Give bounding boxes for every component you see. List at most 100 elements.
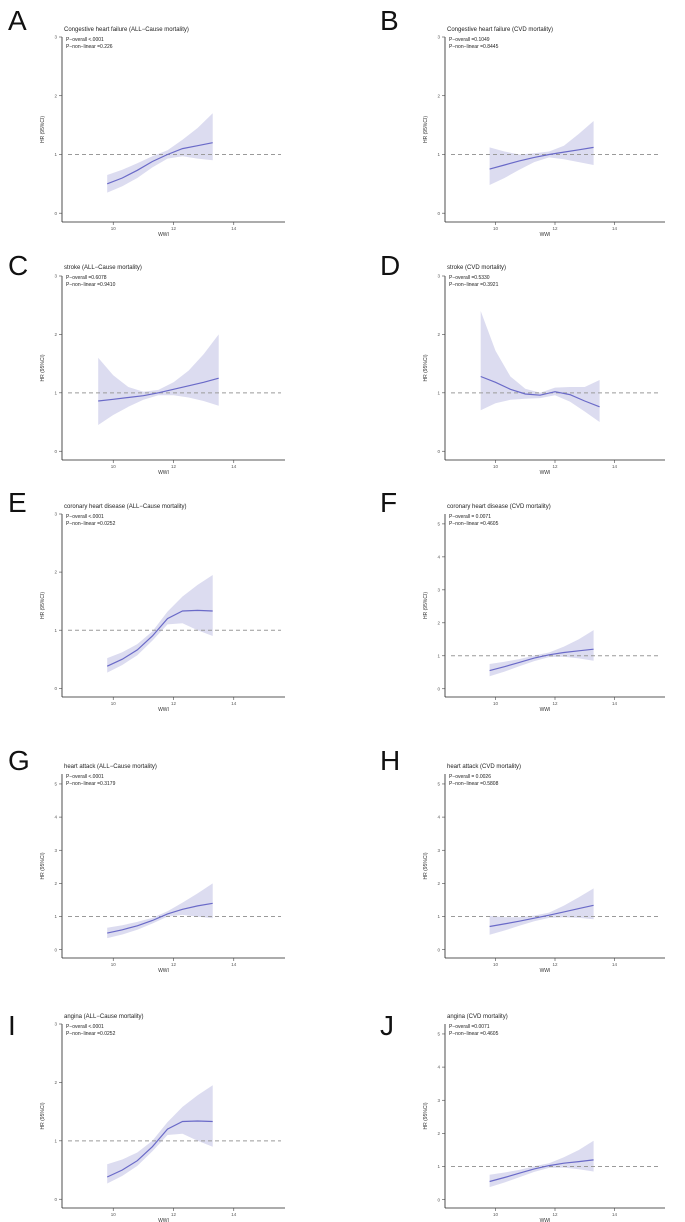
x-tick-label: 12: [171, 464, 177, 469]
x-tick-label: 12: [171, 962, 177, 967]
x-axis-label: WWI: [540, 232, 551, 238]
y-tick-label: 3: [54, 512, 57, 517]
x-axis-label: WWI: [540, 707, 551, 713]
y-tick-label: 2: [437, 620, 440, 625]
ci-band: [107, 1085, 213, 1184]
p-overall: P−overall =0.1049: [449, 37, 490, 43]
panel-title: Congestive heart failure (ALL−Cause mort…: [64, 27, 189, 33]
p-nonlinear: P−non−linear =0.0252: [66, 521, 116, 527]
x-tick-label: 14: [612, 701, 618, 706]
x-axis-label: WWI: [158, 232, 169, 238]
hr-curve: [489, 648, 594, 672]
y-tick-label: 1: [437, 152, 440, 157]
x-tick-label: 14: [231, 464, 237, 469]
panel-b: B Congestive heart failure (CVD mortality…: [380, 5, 665, 238]
panel-letter: J: [380, 1010, 394, 1041]
x-tick-label: 10: [111, 226, 117, 231]
y-tick-label: 0: [437, 449, 440, 454]
x-tick-label: 14: [231, 1212, 237, 1217]
p-overall: P−overall =0.0071: [449, 1024, 490, 1030]
ci-band: [489, 1140, 594, 1188]
y-tick-label: 0: [54, 1197, 57, 1202]
x-tick-label: 12: [552, 226, 558, 231]
y-axis-label: HR (95%CI): [423, 354, 429, 381]
hr-curve: [489, 904, 594, 928]
y-tick-label: 0: [437, 947, 440, 952]
p-nonlinear: P−non−linear =0.3179: [66, 781, 116, 787]
y-tick-label: 1: [437, 914, 440, 919]
p-overall: P−overall <.0001: [66, 514, 104, 520]
ci-band: [107, 575, 213, 673]
p-nonlinear: P−non−linear =0.4605: [449, 521, 499, 527]
y-tick-label: 0: [54, 211, 57, 216]
x-tick-label: 12: [171, 701, 177, 706]
y-tick-label: 4: [437, 554, 440, 559]
p-overall: P−overall <.0001: [66, 37, 104, 43]
y-tick-label: 0: [437, 211, 440, 216]
x-tick-label: 12: [171, 1212, 177, 1217]
y-axis-label: HR (95%CI): [40, 1102, 46, 1129]
panel-title: stroke (CVD mortality): [447, 265, 506, 271]
y-tick-label: 2: [54, 1080, 57, 1085]
panel-title: heart attack (CVD mortality): [447, 764, 521, 770]
panel-letter: F: [380, 487, 397, 518]
panel-title: coronary heart disease (ALL−Cause mortal…: [64, 504, 187, 510]
x-tick-label: 12: [171, 226, 177, 231]
y-tick-label: 1: [54, 1138, 57, 1143]
y-tick-label: 0: [54, 686, 57, 691]
y-tick-label: 2: [54, 93, 57, 98]
x-tick-label: 14: [612, 464, 618, 469]
y-tick-label: 3: [54, 35, 57, 40]
ci-band: [98, 334, 219, 425]
ci-band: [489, 630, 594, 677]
hr-curve: [98, 377, 219, 402]
x-axis-label: WWI: [540, 470, 551, 476]
y-axis-label: HR (95%CI): [40, 852, 46, 879]
y-tick-label: 0: [437, 686, 440, 691]
hr-curve: [480, 375, 600, 408]
x-tick-label: 10: [111, 701, 117, 706]
x-axis-label: WWI: [158, 707, 169, 713]
y-tick-label: 5: [437, 782, 440, 787]
p-overall: P−overall <.0001: [66, 774, 104, 780]
hr-curve: [106, 142, 213, 185]
panel-title: Congestive heart failure (CVD mortality): [447, 27, 553, 33]
p-nonlinear: P−non−linear =0.9410: [66, 282, 116, 288]
panel-title: angina (CVD mortality): [447, 1014, 508, 1020]
panel-title: angina (ALL−Cause mortality): [64, 1014, 144, 1020]
y-tick-label: 2: [54, 332, 57, 337]
x-tick-label: 14: [231, 226, 237, 231]
y-axis-label: HR (95%CI): [40, 116, 46, 143]
panel-letter: D: [380, 250, 400, 281]
y-tick-label: 2: [437, 1131, 440, 1136]
y-tick-label: 1: [54, 152, 57, 157]
p-nonlinear: P−non−linear =0.226: [66, 44, 113, 50]
panel-title: coronary heart disease (CVD mortality): [447, 504, 551, 510]
p-nonlinear: P−non−linear =0.5808: [449, 781, 499, 787]
hr-curve: [489, 1159, 594, 1183]
hr-curve: [107, 902, 213, 934]
x-tick-label: 10: [111, 464, 117, 469]
y-axis-label: HR (95%CI): [423, 852, 429, 879]
y-tick-label: 3: [437, 1098, 440, 1103]
ci-band: [489, 888, 594, 935]
x-tick-label: 14: [612, 226, 618, 231]
p-overall: P−overall <.0001: [66, 1024, 104, 1030]
x-axis-label: WWI: [158, 1218, 169, 1222]
x-axis-label: WWI: [540, 1218, 551, 1222]
x-axis-label: WWI: [158, 470, 169, 476]
y-tick-label: 5: [437, 1032, 440, 1037]
x-tick-label: 12: [552, 464, 558, 469]
x-tick-label: 10: [493, 701, 499, 706]
ci-band: [480, 311, 600, 422]
y-axis-label: HR (95%CI): [423, 1102, 429, 1129]
x-tick-label: 10: [111, 962, 117, 967]
x-tick-label: 14: [231, 701, 237, 706]
y-axis-label: HR (95%CI): [423, 116, 429, 143]
panel-letter: G: [8, 745, 30, 776]
y-tick-label: 3: [54, 1022, 57, 1027]
y-tick-label: 0: [54, 449, 57, 454]
